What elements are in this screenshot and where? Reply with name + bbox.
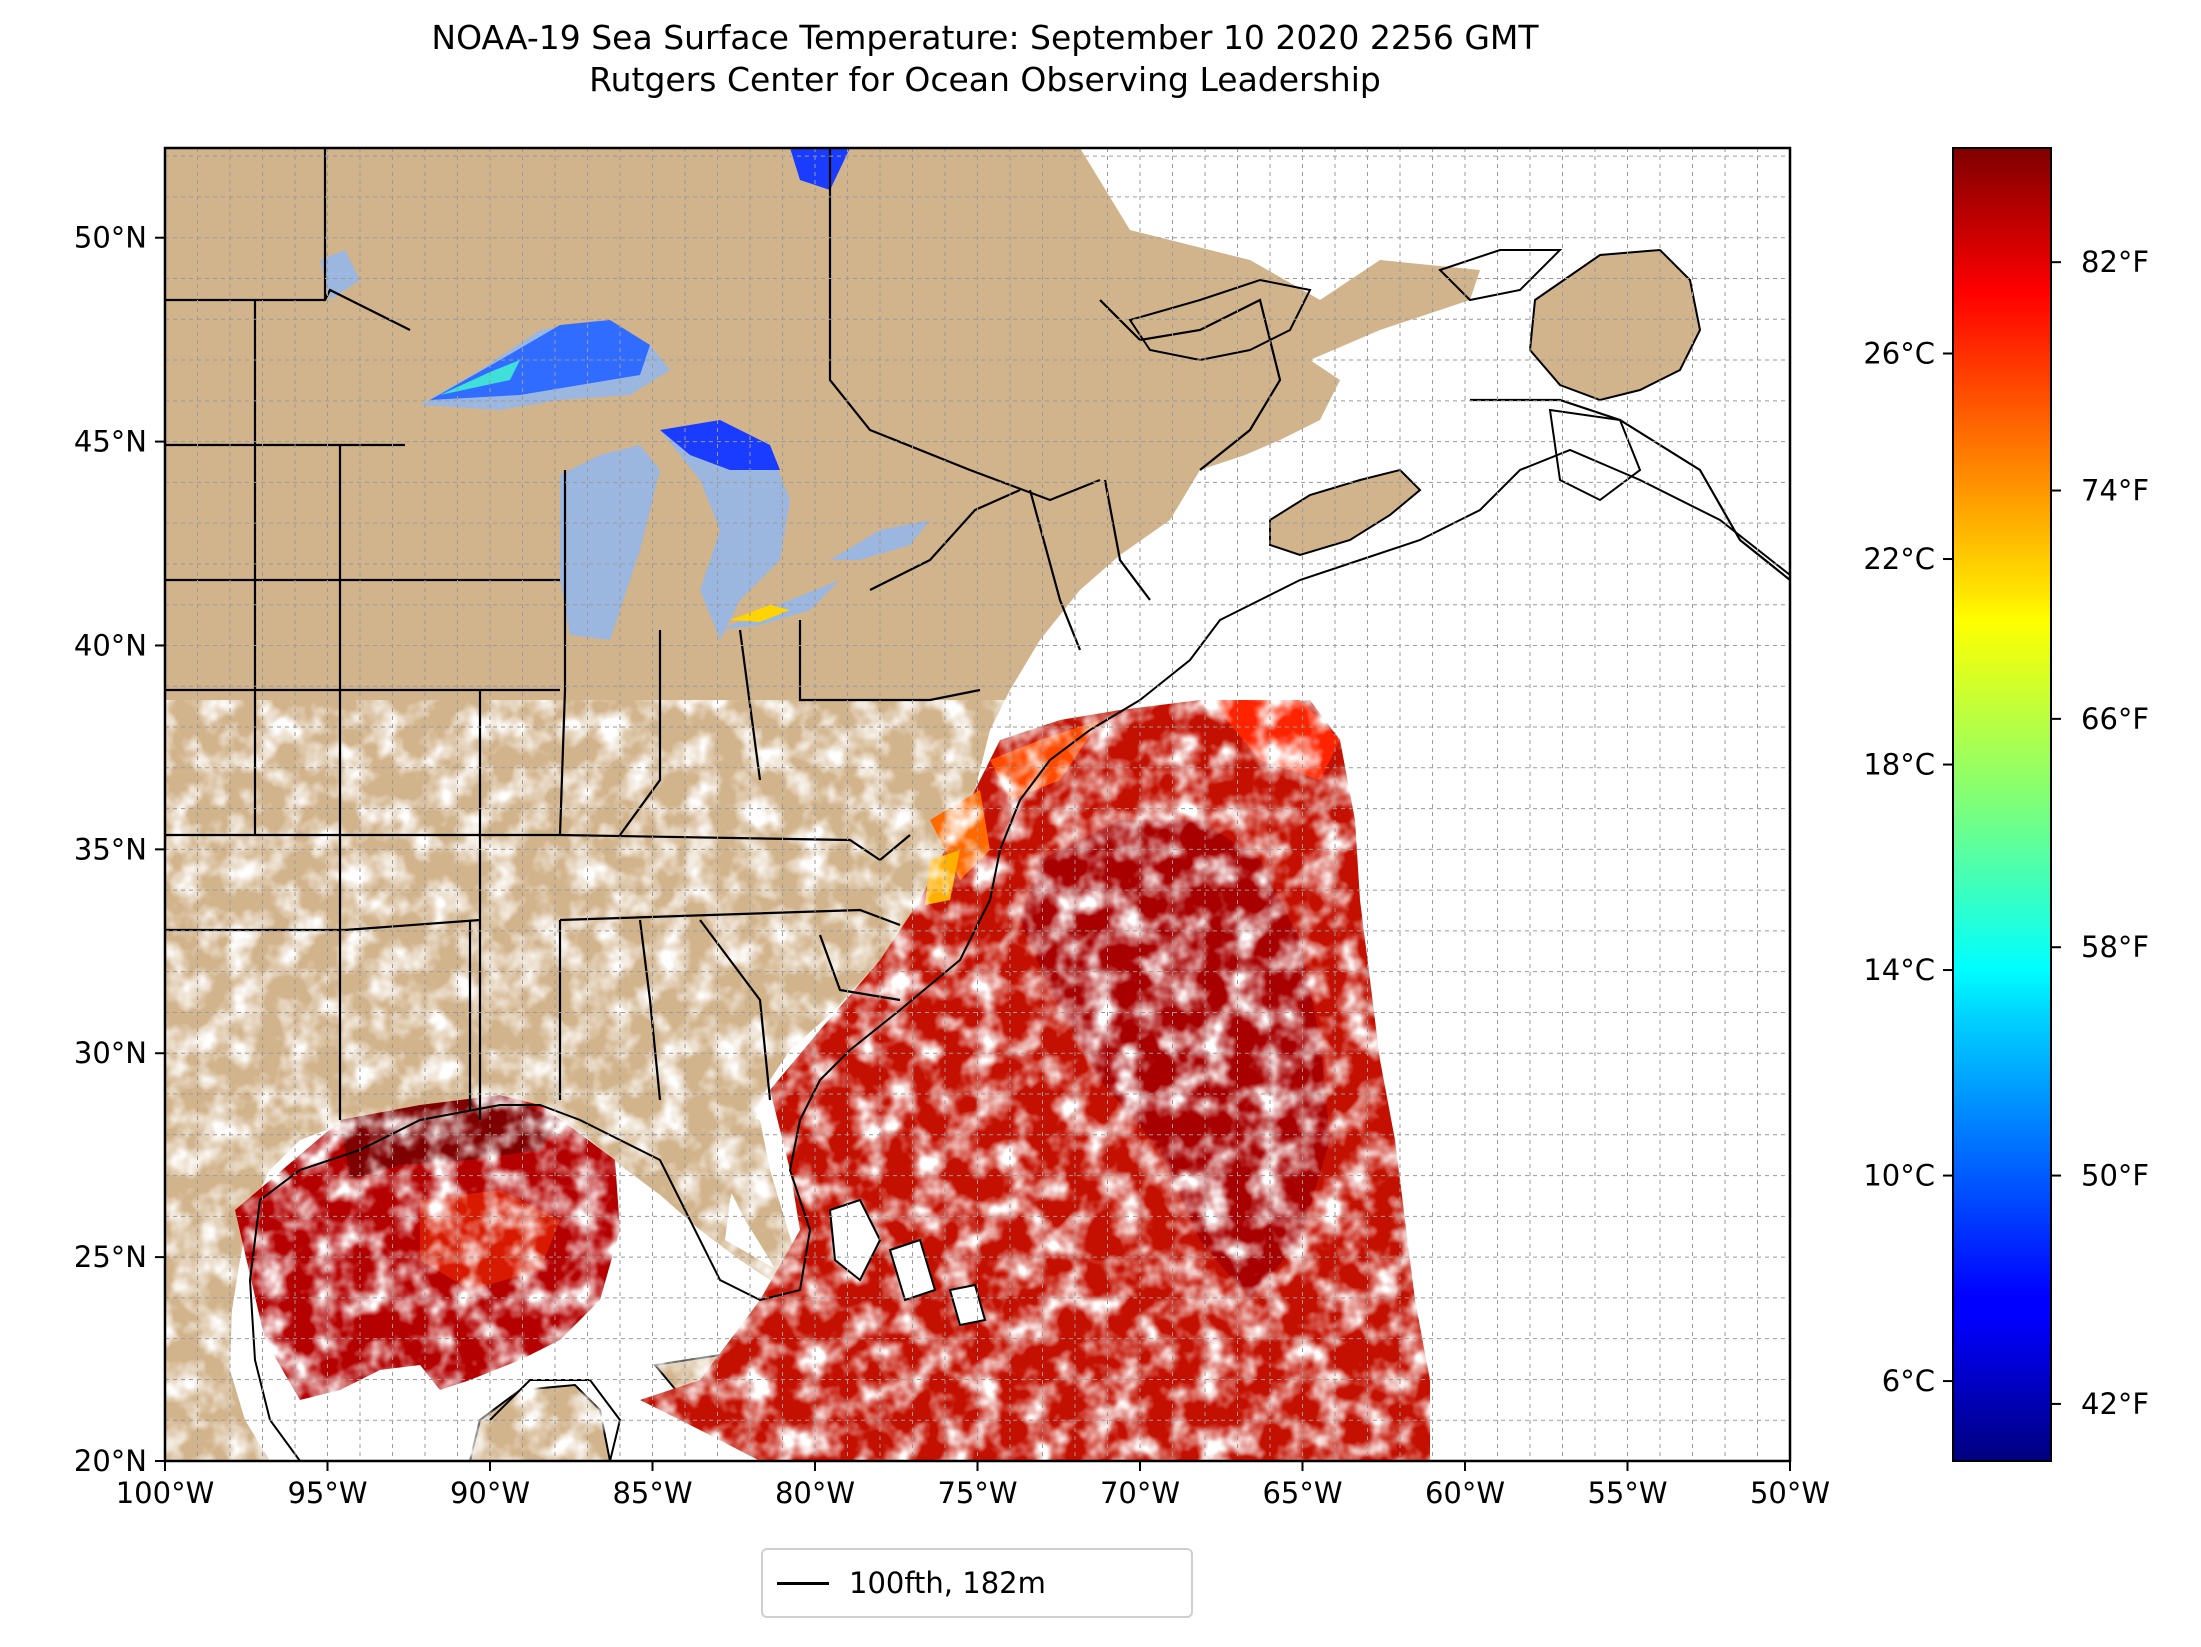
lon-tick-label: 60°W [1425, 1476, 1505, 1510]
lat-tick-label: 45°N [74, 425, 147, 459]
colorbar-c-label: 14°C [1863, 953, 1935, 987]
lon-tick-label: 80°W [775, 1476, 855, 1510]
lat-tick-label: 40°N [74, 628, 147, 662]
colorbar-c-label: 22°C [1863, 542, 1935, 576]
lat-tick-label: 30°N [74, 1036, 147, 1070]
lat-tick-label: 25°N [74, 1240, 147, 1274]
legend-isobath-swatch [777, 1581, 829, 1585]
isobath-100fth [248, 249, 1790, 1461]
colorbar-fahrenheit-axis: 42°F 50°F 58°F 66°F 74°F 82°F [2051, 245, 2149, 1421]
great-lakes [420, 320, 930, 640]
colorbar-f-label: 82°F [2081, 245, 2149, 279]
lon-tick-label: 75°W [937, 1476, 1017, 1510]
legend-isobath-label: 100fth, 182m [849, 1566, 1046, 1600]
colorbar-c-label: 18°C [1863, 748, 1935, 782]
chart-title: NOAA-19 Sea Surface Temperature: Septemb… [431, 18, 1539, 57]
lat-tick-label: 35°N [74, 832, 147, 866]
colorbar-c-label: 26°C [1863, 337, 1935, 371]
lat-tick-label: 20°N [74, 1444, 147, 1478]
colorbar-c-label: 10°C [1863, 1159, 1935, 1193]
lon-tick-label: 85°W [612, 1476, 692, 1510]
lat-tick-label: 50°N [74, 221, 147, 255]
lon-tick-label: 90°W [450, 1476, 530, 1510]
colorbar-celsius-axis: 6°C 10°C 14°C 18°C 22°C 26°C [1863, 337, 1953, 1398]
colorbar-c-label: 6°C [1882, 1364, 1935, 1398]
lake-minor [320, 250, 360, 300]
lon-tick-label: 55°W [1587, 1476, 1667, 1510]
lon-tick-label: 95°W [287, 1476, 367, 1510]
map-legend: 100fth, 182m [761, 1548, 1193, 1618]
colorbar-f-label: 42°F [2081, 1387, 2149, 1421]
chart-subtitle: Rutgers Center for Ocean Observing Leade… [589, 60, 1381, 99]
latitude-axis: 20°N 25°N 30°N 35°N 40°N 45°N 50°N [74, 221, 165, 1478]
colorbar-f-label: 58°F [2081, 930, 2149, 964]
lon-tick-label: 65°W [1262, 1476, 1342, 1510]
colorbar-f-label: 66°F [2081, 702, 2149, 736]
lon-tick-label: 50°W [1750, 1476, 1830, 1510]
political-boundaries [165, 148, 1790, 1120]
map-gridlines [165, 148, 1790, 1461]
longitude-axis: 100°W 95°W 90°W 85°W 80°W 75°W 70°W 65°W 60°W 55°… [116, 1461, 1830, 1510]
lon-tick-label: 100°W [116, 1476, 215, 1510]
colorbar-f-label: 50°F [2081, 1159, 2149, 1193]
hudson-bay-edge [790, 148, 850, 190]
colorbar [1952, 147, 2052, 1462]
land-newfoundland [1528, 248, 1702, 402]
lon-tick-label: 70°W [1100, 1476, 1180, 1510]
colorbar-f-label: 74°F [2081, 474, 2149, 508]
